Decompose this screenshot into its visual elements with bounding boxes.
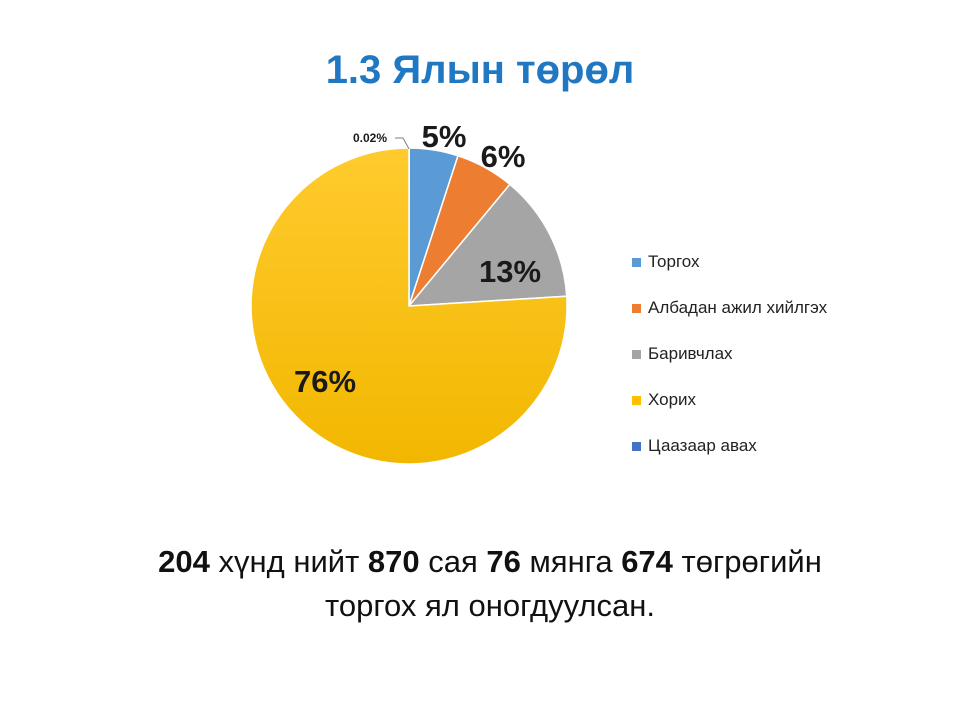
legend-swatch xyxy=(632,303,641,313)
pie-data-label: 0.02% xyxy=(353,131,387,145)
legend-swatch xyxy=(632,395,641,405)
legend-label: Торгох xyxy=(648,252,700,271)
chart-title: 1.3 Ялын төрөл xyxy=(325,48,635,92)
leader-line xyxy=(395,137,410,150)
caption-number: 76 xyxy=(486,544,521,579)
caption-number: 674 xyxy=(621,544,673,579)
pie-slice xyxy=(407,183,568,307)
chart-legend: Торгох Албадан ажил хийлгэх Баривчлах Хо… xyxy=(632,250,827,480)
pie-slice xyxy=(250,147,568,465)
legend-label: Баривчлах xyxy=(648,344,733,363)
legend-item: Цаазаар авах xyxy=(632,434,827,458)
caption-text: мянга xyxy=(520,544,622,579)
legend-item: Торгох xyxy=(632,250,827,274)
summary-caption: 204 хүнд нийт 870 сая 76 мянга 674 төгрө… xyxy=(60,540,920,628)
legend-swatch xyxy=(632,257,641,267)
pie-data-labels: 5% 6% 13% 76% 0.02% xyxy=(294,119,541,399)
pie-data-label: 6% xyxy=(481,139,526,174)
legend-item: Хорих xyxy=(632,388,827,412)
legend-swatch xyxy=(632,349,641,359)
caption-number: 204 xyxy=(158,544,210,579)
legend-label: Цаазаар авах xyxy=(648,436,757,455)
legend-label: Хорих xyxy=(648,390,697,409)
caption-line-2: торгох ял оногдуулсан. xyxy=(325,588,655,623)
caption-text: төгрөгийн xyxy=(672,544,822,579)
legend-item: Албадан ажил хийлгэх xyxy=(632,296,827,320)
caption-text: хүнд нийт xyxy=(209,544,368,579)
legend-item: Баривчлах xyxy=(632,342,827,366)
caption-text: сая xyxy=(419,544,487,579)
pie-slices xyxy=(250,147,568,465)
pie-data-label: 76% xyxy=(294,364,356,399)
caption-number: 870 xyxy=(367,544,420,579)
pie-data-label: 13% xyxy=(479,254,541,289)
caption-line-1: 204 хүнд нийт 870 сая 76 мянга 674 төгрө… xyxy=(60,540,920,584)
legend-swatch xyxy=(632,441,641,451)
pie-data-label: 5% xyxy=(422,119,467,154)
legend-label: Албадан ажил хийлгэх xyxy=(648,298,828,317)
